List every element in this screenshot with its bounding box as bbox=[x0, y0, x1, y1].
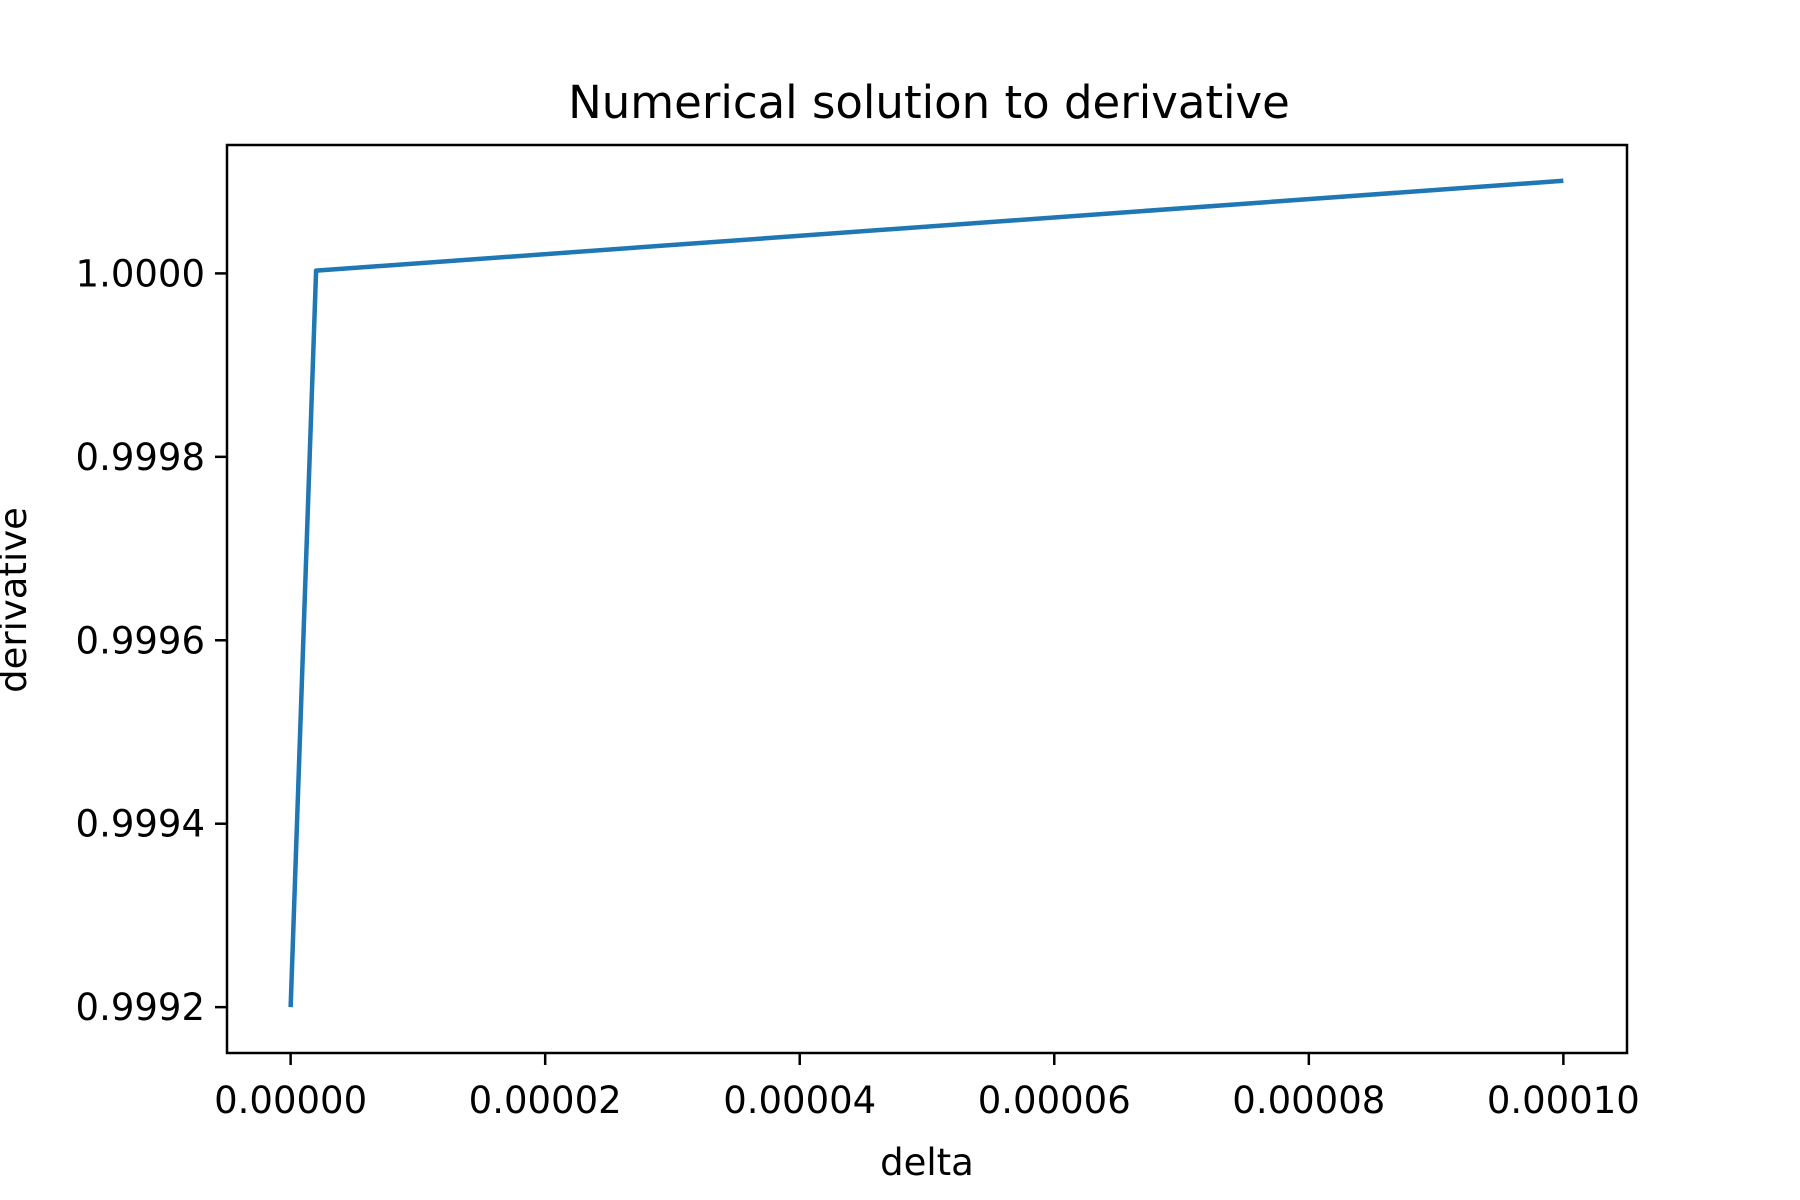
series-line bbox=[288, 178, 1564, 1008]
plot-area-frame bbox=[225, 143, 1629, 1055]
x-axis: 0.00000 0.00002 0.00004 0.00006 0.00008 0.000… bbox=[214, 1053, 1640, 1122]
y-tick-label: 0.9998 bbox=[76, 436, 205, 479]
x-tick-label: 0.00000 bbox=[214, 1079, 367, 1122]
x-tick-label: 0.00004 bbox=[723, 1079, 876, 1122]
y-tick-label: 1.0000 bbox=[76, 252, 205, 295]
y-axis: 0.9992 0.9994 0.9996 0.9998 1.0000 bbox=[76, 252, 227, 1029]
y-tick-label: 0.9994 bbox=[76, 803, 205, 846]
x-tick-label: 0.00010 bbox=[1487, 1079, 1640, 1122]
series-layer bbox=[288, 178, 1564, 1008]
x-tick-label: 0.00002 bbox=[469, 1079, 622, 1122]
x-axis-title: delta bbox=[880, 1141, 974, 1184]
x-tick-label: 0.00006 bbox=[978, 1079, 1131, 1122]
y-axis-title: derivative bbox=[0, 507, 35, 693]
y-tick-label: 0.9996 bbox=[76, 619, 205, 662]
y-tick-label: 0.9992 bbox=[76, 986, 205, 1029]
x-tick-label: 0.00008 bbox=[1232, 1079, 1385, 1122]
chart-title: Numerical solution to derivative bbox=[568, 76, 1290, 129]
